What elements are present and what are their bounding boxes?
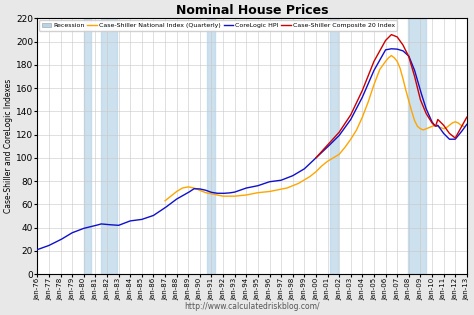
- Y-axis label: Case-Shiller and CoreLogic Indexes: Case-Shiller and CoreLogic Indexes: [4, 79, 13, 213]
- Bar: [330, 18, 338, 274]
- Title: Nominal House Prices: Nominal House Prices: [176, 4, 328, 17]
- Bar: [84, 18, 91, 274]
- Bar: [101, 18, 118, 274]
- Bar: [207, 18, 215, 274]
- Bar: [408, 18, 426, 274]
- Legend: Recession, Case-Shiller National Index (Quarterly), CoreLogic HPI, Case-Shiller : Recession, Case-Shiller National Index (…: [39, 20, 397, 31]
- X-axis label: http://www.calculatedriskblog.com/: http://www.calculatedriskblog.com/: [184, 302, 320, 311]
